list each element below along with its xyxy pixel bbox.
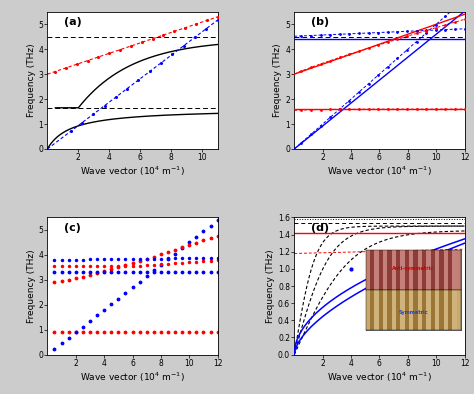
Y-axis label: Frequency (THz): Frequency (THz) [27,44,36,117]
Y-axis label: Frequency (THz): Frequency (THz) [266,249,275,323]
Text: (d): (d) [311,223,329,233]
X-axis label: Wave vector (10$^4$ m$^{-1}$): Wave vector (10$^4$ m$^{-1}$) [80,165,185,178]
X-axis label: Wave vector (10$^4$ m$^{-1}$): Wave vector (10$^4$ m$^{-1}$) [327,165,432,178]
Text: (a): (a) [64,17,82,27]
Y-axis label: Frequency (THz): Frequency (THz) [27,249,36,323]
X-axis label: Wave vector (10$^4$ m$^{-1}$): Wave vector (10$^4$ m$^{-1}$) [80,370,185,384]
Y-axis label: Frequency (THz): Frequency (THz) [273,44,283,117]
X-axis label: Wave vector (10$^4$ m$^{-1}$): Wave vector (10$^4$ m$^{-1}$) [327,370,432,384]
Text: (c): (c) [64,223,82,233]
Text: (b): (b) [311,17,329,27]
